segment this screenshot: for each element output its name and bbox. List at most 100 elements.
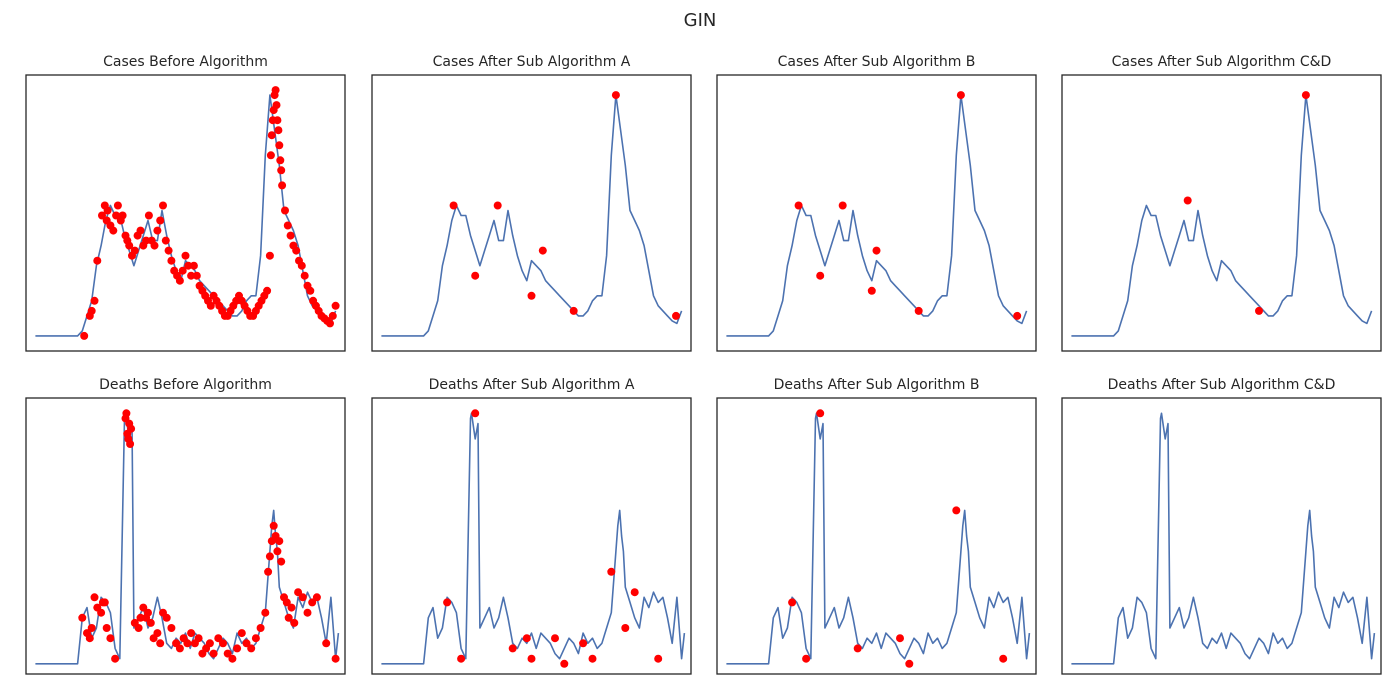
- peak-marker: [242, 639, 251, 648]
- peak-marker: [122, 409, 131, 418]
- peak-marker: [607, 567, 616, 576]
- peak-marker: [872, 246, 881, 255]
- peak-marker: [508, 644, 517, 653]
- chart-panel: Cases Before Algorithm: [25, 54, 346, 352]
- peak-marker: [630, 588, 639, 597]
- peak-marker: [471, 409, 480, 418]
- axes-frame: [716, 397, 1037, 675]
- peak-marker: [297, 261, 306, 270]
- peak-marker: [816, 409, 825, 418]
- peak-marker: [134, 624, 143, 632]
- peak-marker: [273, 547, 282, 556]
- peak-marker: [914, 306, 923, 315]
- axes-frame: [25, 397, 346, 675]
- peak-marker: [87, 306, 96, 315]
- peak-marker: [275, 537, 284, 546]
- peak-marker: [331, 654, 340, 663]
- peak-marker: [271, 86, 280, 95]
- peak-marker: [256, 624, 265, 632]
- peak-marker: [471, 271, 480, 280]
- peak-marker: [167, 256, 176, 265]
- peak-marker: [228, 654, 237, 663]
- peak-marker: [175, 644, 184, 653]
- peak-marker: [1013, 311, 1022, 320]
- peak-marker: [284, 613, 293, 622]
- peak-marker: [181, 251, 190, 260]
- peak-marker: [1301, 91, 1310, 100]
- peak-marker: [87, 624, 96, 632]
- peak-marker: [794, 201, 803, 210]
- peak-marker: [266, 151, 275, 160]
- peak-marker: [112, 211, 121, 220]
- axes-frame: [25, 74, 346, 352]
- peak-marker: [290, 618, 299, 627]
- chart-panel: Deaths After Sub Algorithm C&D: [1061, 377, 1382, 675]
- panel-title: Cases After Sub Algorithm C&D: [1112, 54, 1332, 70]
- peak-marker: [144, 608, 152, 617]
- peak-marker: [654, 654, 663, 663]
- panel-title: Cases After Sub Algorithm A: [433, 54, 631, 70]
- series-line: [726, 94, 1028, 337]
- peak-marker: [312, 593, 321, 602]
- peak-marker: [80, 331, 89, 340]
- peak-marker: [265, 552, 274, 561]
- peak-marker: [233, 644, 242, 653]
- peak-marker: [237, 629, 246, 638]
- peak-marker: [125, 241, 134, 250]
- peak-marker: [103, 206, 112, 215]
- peak-marker: [306, 286, 315, 295]
- peak-marker: [109, 226, 118, 235]
- peak-marker: [905, 659, 914, 668]
- peak-marker: [272, 101, 281, 110]
- peak-marker: [283, 221, 292, 230]
- peak-marker: [97, 608, 106, 617]
- peak-marker: [184, 261, 193, 270]
- peak-marker: [277, 166, 286, 175]
- peak-marker: [276, 156, 285, 165]
- peak-marker: [263, 286, 272, 295]
- peak-marker: [522, 634, 531, 643]
- peak-marker: [278, 181, 287, 190]
- peak-marker: [457, 654, 466, 663]
- peak-marker: [219, 639, 227, 648]
- peak-marker: [189, 261, 198, 270]
- peak-marker: [139, 603, 148, 612]
- peak-marker: [192, 271, 201, 280]
- peak-marker: [85, 634, 94, 643]
- peak-marker: [286, 231, 295, 240]
- peak-marker: [322, 639, 331, 648]
- peak-marker: [265, 251, 274, 260]
- series-line: [381, 412, 686, 665]
- chart-panel: Deaths After Sub Algorithm A: [371, 377, 692, 675]
- peak-marker: [142, 236, 151, 245]
- peak-marker: [178, 266, 187, 275]
- peak-marker: [538, 246, 547, 255]
- peak-marker: [569, 306, 578, 315]
- peak-marker: [326, 319, 334, 328]
- peak-marker: [802, 654, 811, 663]
- peak-marker: [274, 126, 283, 135]
- peak-marker: [156, 216, 165, 225]
- peak-marker: [999, 654, 1008, 663]
- peak-marker: [527, 654, 536, 663]
- peak-marker: [130, 246, 139, 255]
- peak-marker: [175, 276, 184, 285]
- peak-marker: [294, 588, 303, 597]
- peak-marker: [146, 618, 155, 627]
- peak-marker: [277, 557, 286, 566]
- peak-marker: [90, 593, 99, 602]
- peak-marker: [223, 649, 232, 658]
- peak-marker: [331, 301, 340, 310]
- figure-title: GIN: [683, 10, 717, 31]
- peak-marker: [588, 654, 597, 663]
- peak-marker: [93, 256, 102, 265]
- peak-marker: [153, 226, 162, 235]
- peak-marker: [214, 634, 223, 643]
- chart-panel: Cases After Sub Algorithm A: [371, 54, 692, 352]
- peak-marker: [621, 624, 630, 632]
- peak-marker: [298, 593, 307, 602]
- peak-marker: [287, 603, 296, 612]
- peak-marker: [838, 201, 847, 210]
- peak-marker: [611, 91, 620, 100]
- peak-marker: [153, 629, 162, 638]
